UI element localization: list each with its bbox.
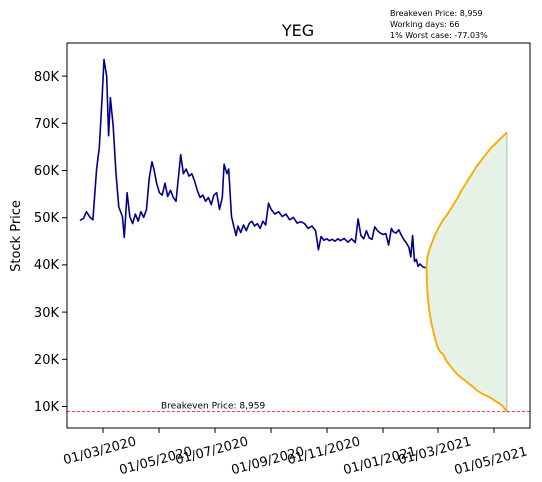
- upper-band-line: [425, 131, 508, 268]
- y-tick-label: 30K: [34, 306, 60, 321]
- annotation-working-days: Working days: 66: [390, 20, 459, 29]
- lower-band-line: [425, 267, 508, 413]
- x-axis: 01/03/2020 01/05/2020 01/07/2020 01/09/2…: [62, 428, 529, 478]
- y-tick-label: 40K: [34, 258, 60, 273]
- plot-area: Breakeven Price: 8,959: [67, 58, 530, 414]
- y-tick-label: 60K: [34, 164, 60, 179]
- plot-frame: [66, 42, 531, 429]
- y-tick-label: 20K: [34, 353, 60, 368]
- price-series-line: [79, 58, 426, 269]
- y-axis-label: Stock Price: [9, 200, 24, 272]
- projection-fill: [425, 131, 508, 414]
- annotation-breakeven: Breakeven Price: 8,959: [390, 9, 483, 18]
- y-tick-label: 50K: [34, 211, 60, 226]
- y-axis: 10K 20K 30K 40K 50K 60K 70K 80K: [34, 70, 67, 415]
- y-tick-label: 10K: [34, 400, 60, 415]
- breakeven-label: Breakeven Price: 8,959: [161, 402, 265, 412]
- annotation-worst-case: 1% Worst case: -77.03%: [390, 31, 488, 40]
- chart-title: YEG: [281, 21, 314, 40]
- y-tick-label: 80K: [34, 70, 60, 85]
- y-tick-label: 70K: [34, 117, 60, 132]
